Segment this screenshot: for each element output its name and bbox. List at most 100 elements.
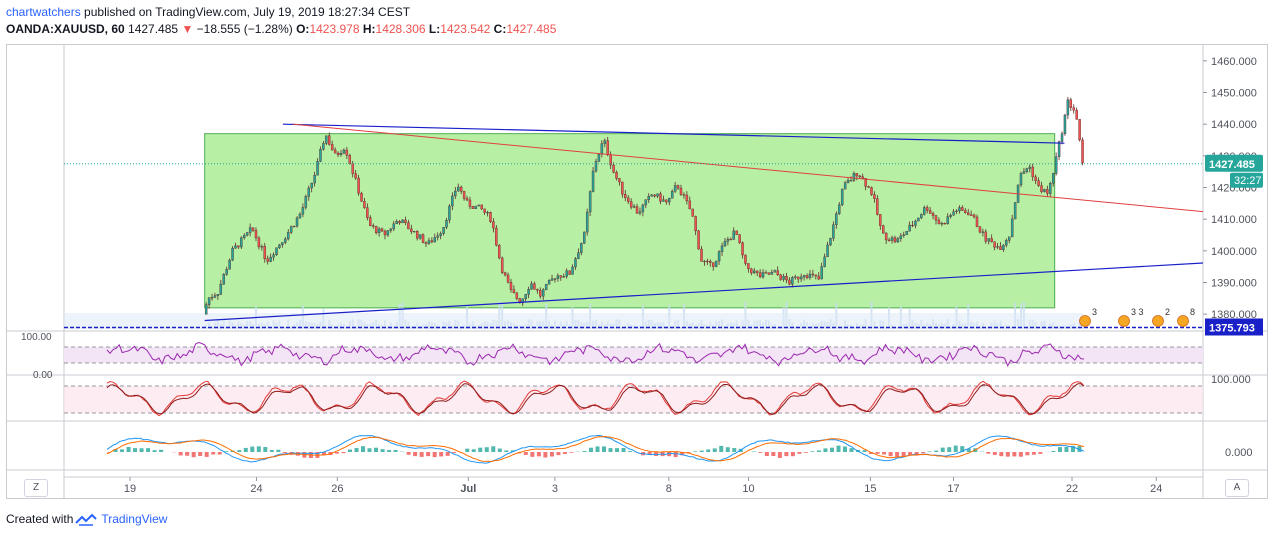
macd-histogram-bar xyxy=(504,450,509,452)
macd-histogram-bar xyxy=(1051,450,1056,452)
macd-histogram-bar xyxy=(139,448,144,452)
macd-histogram-bar xyxy=(217,452,222,455)
macd-histogram-bar xyxy=(263,447,268,452)
candle-body xyxy=(879,214,882,226)
candle-body xyxy=(940,223,944,225)
candle-body xyxy=(284,238,287,243)
candle-body xyxy=(668,198,671,203)
candle-body xyxy=(1060,133,1064,142)
publisher-name[interactable]: chartwatchers xyxy=(6,5,81,19)
candle-body xyxy=(943,223,947,225)
candle-body xyxy=(213,295,217,298)
time-tick-label: 17 xyxy=(947,483,959,495)
macd-histogram-bar xyxy=(406,452,411,455)
macd-histogram-bar xyxy=(347,449,352,452)
candle-body xyxy=(591,170,595,192)
tradingview-link[interactable]: TradingView xyxy=(101,512,168,526)
macd-histogram-bar xyxy=(908,452,913,456)
candle-body xyxy=(670,190,674,199)
candle-body xyxy=(855,173,859,177)
chart-frame[interactable]: 33 328 1460.0001450.0001440.0001430.0001… xyxy=(6,44,1268,499)
candle-body xyxy=(952,211,955,216)
macd-histogram-bar xyxy=(113,449,118,452)
zoom-button[interactable]: Z xyxy=(24,479,48,497)
candle-body xyxy=(838,204,841,214)
candle-body xyxy=(770,271,774,275)
candle-body xyxy=(506,274,510,283)
macd-histogram-bar xyxy=(654,452,659,457)
candle-body xyxy=(509,282,513,290)
candle-body xyxy=(228,259,231,270)
macd-histogram-bar xyxy=(940,447,945,452)
candle-body xyxy=(298,213,302,219)
macd-histogram-bar xyxy=(816,450,821,452)
candle-body xyxy=(465,198,469,201)
candle-body xyxy=(542,289,545,297)
candle-body xyxy=(676,185,680,189)
candle-body xyxy=(1063,114,1067,134)
candle-body xyxy=(424,242,428,244)
candle-body xyxy=(1072,107,1075,111)
candle-body xyxy=(996,246,999,248)
macd-histogram-bar xyxy=(901,452,906,457)
candle-body xyxy=(905,230,908,236)
macd-histogram-bar xyxy=(452,452,457,454)
candle-body xyxy=(360,193,363,202)
candle-body xyxy=(415,231,419,239)
macd-histogram-bar xyxy=(471,449,476,452)
candle-body xyxy=(515,292,519,299)
price-tick-label: 1440.000 xyxy=(1211,119,1257,131)
macd-histogram-bar xyxy=(895,452,900,458)
candle-body xyxy=(574,258,577,268)
candle-body xyxy=(336,152,340,155)
candle-body xyxy=(808,273,812,278)
macd-level-label: 0.000 xyxy=(1225,447,1253,459)
candle-body xyxy=(486,212,489,214)
auto-scale-button[interactable]: A xyxy=(1225,479,1249,497)
candle-body xyxy=(248,227,252,233)
candle-body xyxy=(457,186,460,192)
macd-histogram-bar xyxy=(413,452,418,457)
macd-histogram-bar xyxy=(595,446,600,452)
candle-body xyxy=(747,263,750,270)
candle-body xyxy=(580,242,583,253)
macd-histogram-bar xyxy=(706,449,711,452)
candle-body xyxy=(521,298,524,304)
candle-body xyxy=(1019,173,1023,186)
candle-body xyxy=(785,276,788,281)
candle-body xyxy=(251,227,255,231)
candle-body xyxy=(920,214,923,219)
candle-body xyxy=(882,225,885,234)
candle-body xyxy=(946,216,949,224)
candle-body xyxy=(972,214,976,218)
candle-body xyxy=(902,234,905,237)
candle-body xyxy=(524,294,527,300)
candle-body xyxy=(492,221,495,229)
event-marker-label: 3 xyxy=(1092,307,1097,317)
candle-body xyxy=(1034,176,1037,181)
candle-body xyxy=(204,304,208,315)
candle-body xyxy=(322,143,325,150)
candle-body xyxy=(741,242,744,256)
price-chart[interactable]: 33 328 1460.0001450.0001440.0001430.0001… xyxy=(7,45,1267,498)
event-marker-icon xyxy=(1152,315,1164,327)
last-price: 1427.485 xyxy=(128,22,179,36)
event-marker-icon xyxy=(1079,315,1091,327)
candle-body xyxy=(512,289,516,294)
candle-body xyxy=(1066,99,1070,116)
event-marker-icon xyxy=(1118,315,1130,327)
candle-body xyxy=(527,289,530,295)
candle-body xyxy=(372,225,375,227)
candle-body xyxy=(1043,189,1046,192)
symbol-label: OANDA:XAUUSD, 60 xyxy=(6,22,125,36)
candle-body xyxy=(257,237,261,248)
rsi-level-label: 0.00 xyxy=(33,370,53,381)
candle-body xyxy=(413,231,416,233)
candle-body xyxy=(782,276,785,280)
candle-body xyxy=(832,224,835,239)
candle-body xyxy=(1054,156,1058,174)
macd-histogram-bar xyxy=(712,448,717,452)
macd-histogram-bar xyxy=(673,452,678,458)
candle-body xyxy=(219,283,223,295)
macd-histogram-bar xyxy=(543,452,548,458)
